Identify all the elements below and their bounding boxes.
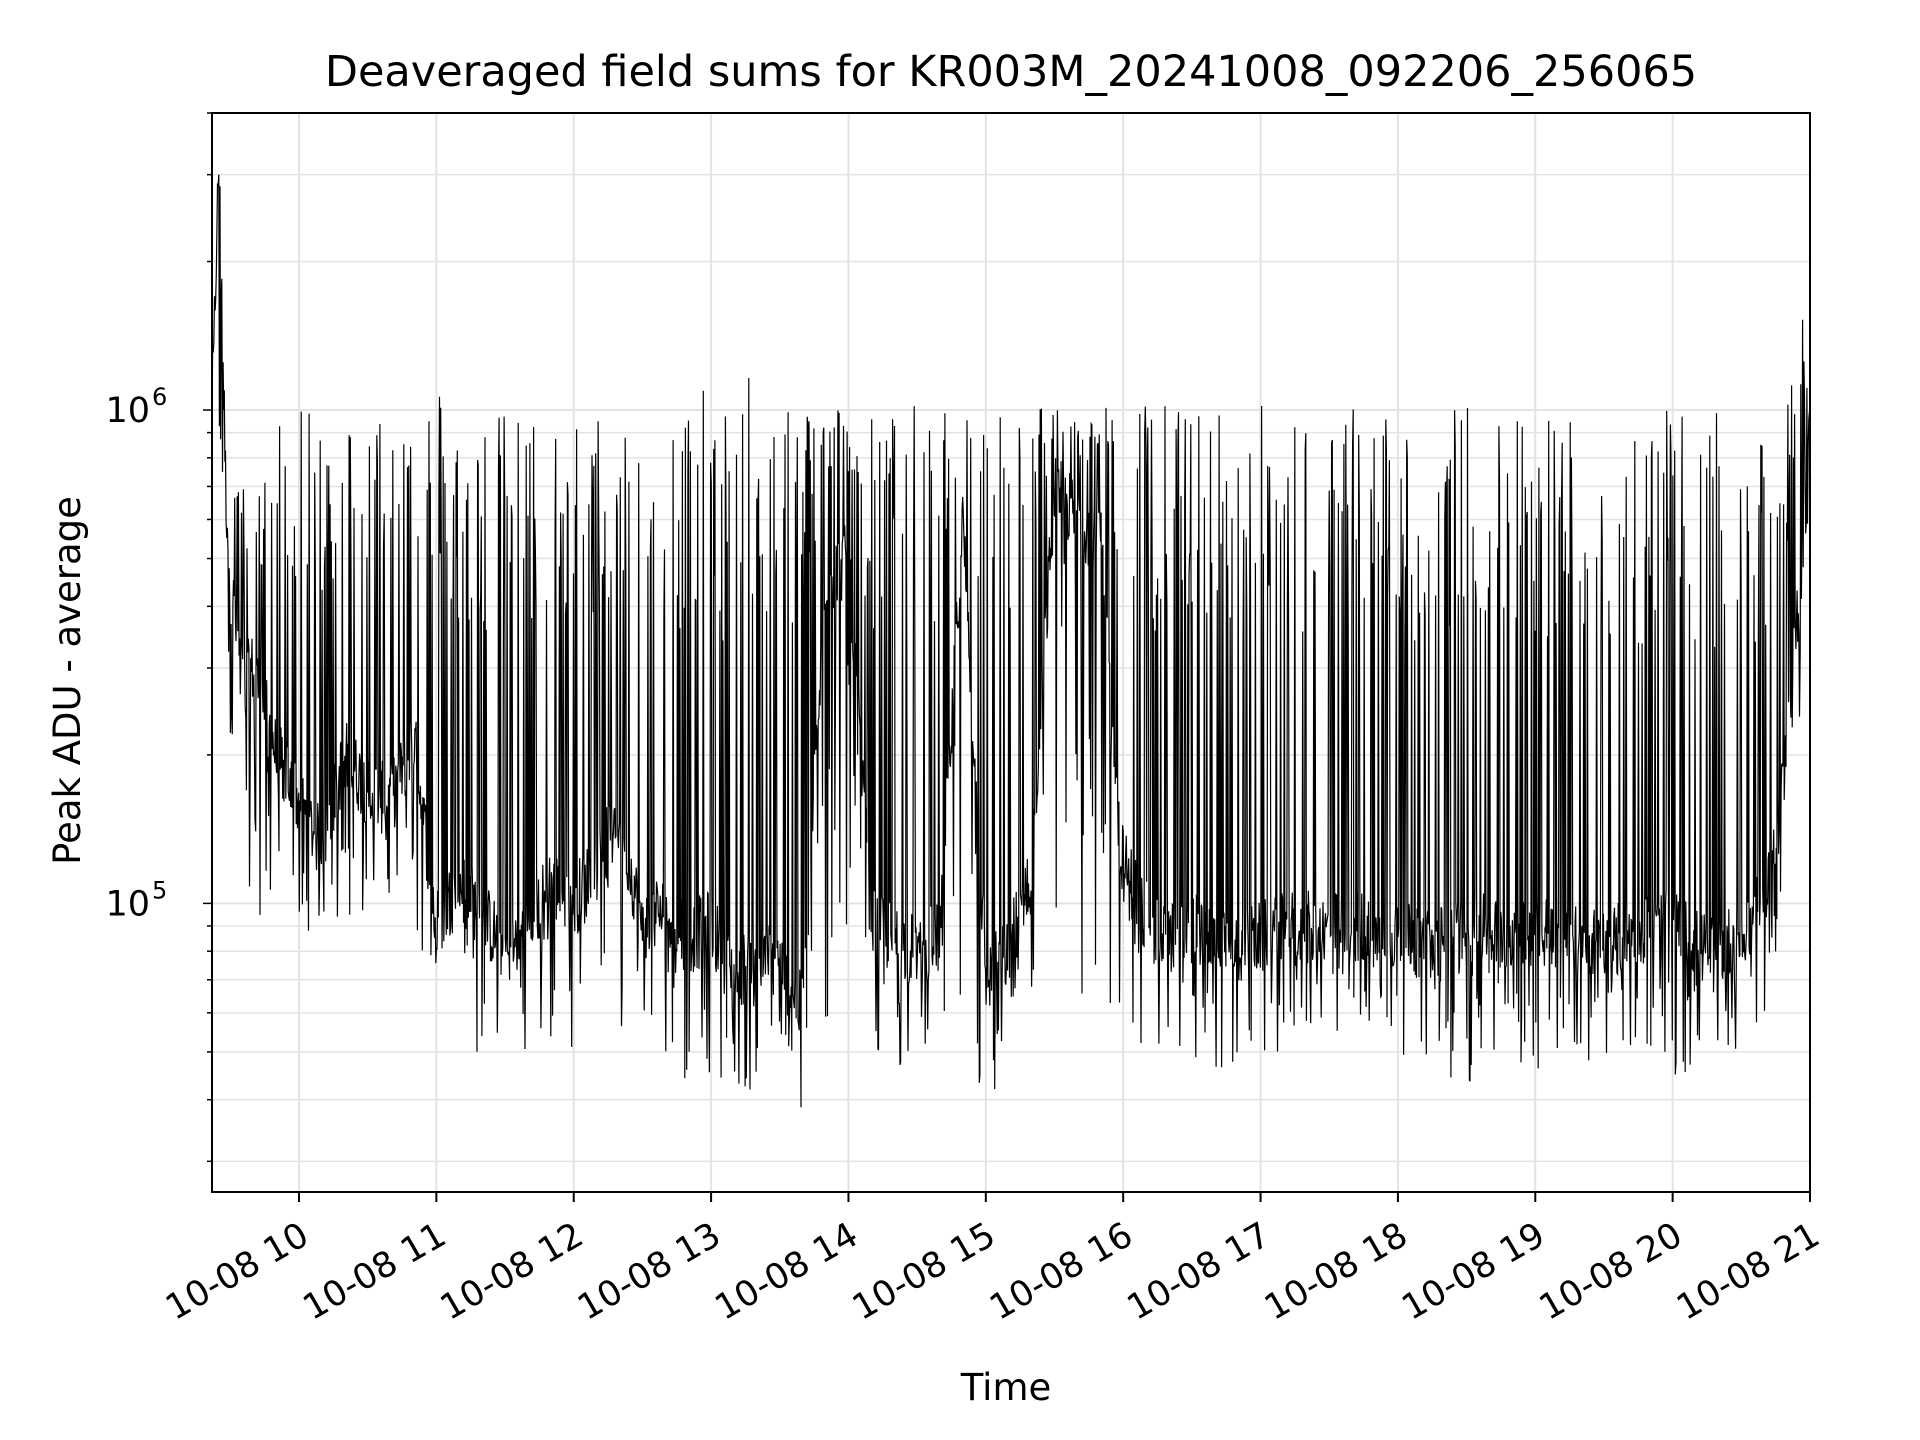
plot-frame: [211, 112, 1811, 1193]
y-tick-label: 10: [105, 391, 150, 431]
x-axis-label: Time: [960, 1366, 1052, 1409]
y-tick-exponent: 6: [152, 383, 167, 411]
data-layer: [211, 174, 1811, 1108]
chart-title: Deaveraged field sums for KR003M_2024100…: [325, 47, 1697, 97]
y-tick-exponent: 5: [152, 876, 167, 904]
y-axis-label: Peak ADU - average: [46, 496, 89, 865]
y-tick-label: 10: [105, 884, 150, 924]
series-line: [211, 174, 1811, 1108]
